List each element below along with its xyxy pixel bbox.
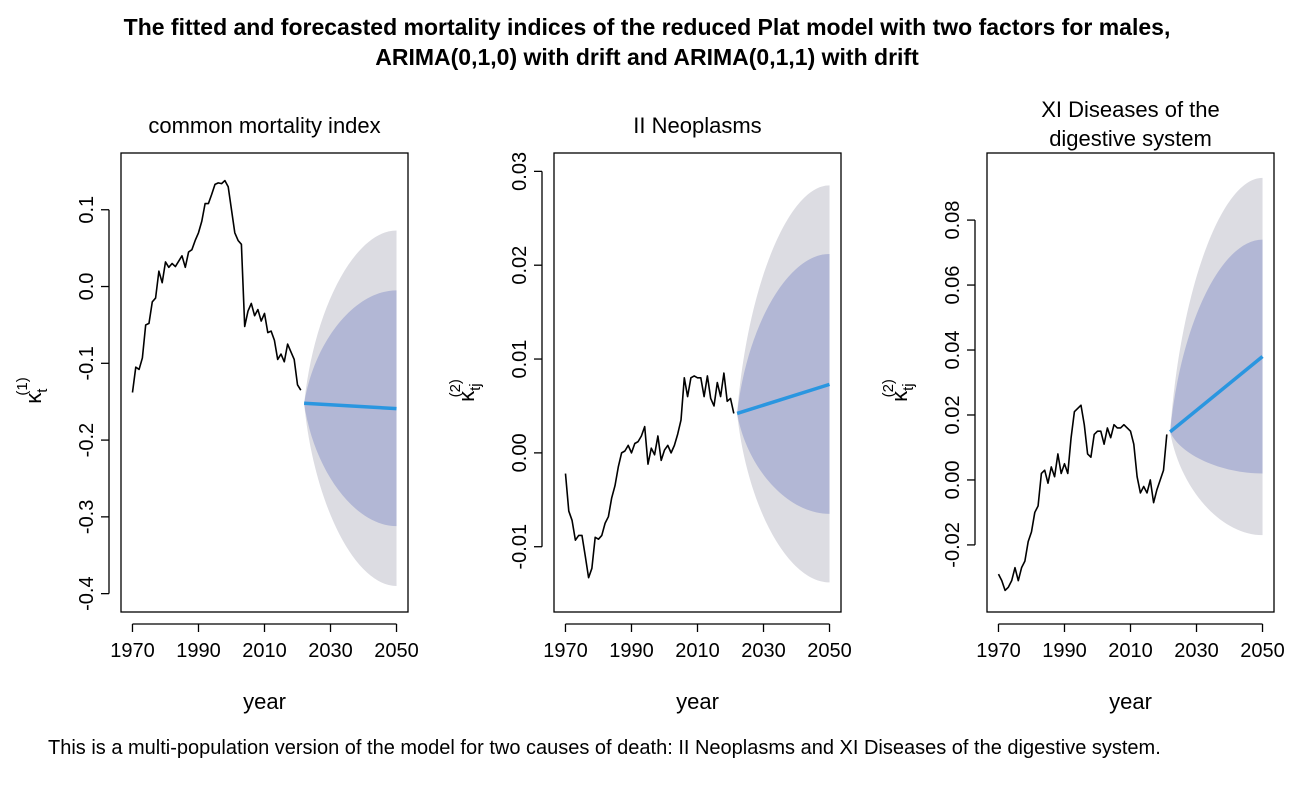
y-tick-label: 0.00: [509, 433, 531, 472]
plot-frame: [120, 152, 409, 613]
plot-frame: [553, 152, 842, 613]
fitted-series-line: [564, 372, 735, 579]
y-tick-label: 0.08: [942, 201, 964, 240]
y-tick-label: -0.4: [76, 576, 98, 610]
y-tick-label: -0.2: [76, 423, 98, 457]
y-axis-label-superscript: (1): [14, 377, 31, 395]
x-tick-label: 1990: [176, 640, 221, 662]
x-tick-label: 2030: [741, 640, 786, 662]
y-tick-label: 0.01: [509, 340, 531, 379]
fitted-series-line: [131, 179, 302, 393]
x-tick-label: 2030: [308, 640, 353, 662]
panel-title: common mortality index: [148, 113, 380, 138]
y-tick-label: 0.1: [76, 196, 98, 224]
y-tick-label: 0.06: [942, 266, 964, 305]
y-tick-label: 0.03: [509, 152, 531, 191]
x-tick-label: 2050: [374, 640, 419, 662]
panel-title: digestive system: [1049, 126, 1212, 151]
x-tick-label: 1970: [976, 640, 1021, 662]
figure: The fitted and forecasted mortality indi…: [14, 14, 1285, 714]
x-tick-label: 2010: [675, 640, 720, 662]
forecast-mean-line: [304, 401, 397, 411]
main-title-line-2: ARIMA(0,1,0) with drift and ARIMA(0,1,1)…: [375, 44, 919, 70]
y-tick-label: 0.02: [509, 246, 531, 285]
y-tick-label: 0.00: [942, 460, 964, 499]
x-tick-label: 1990: [1042, 640, 1087, 662]
forecast-band-80: [304, 290, 397, 527]
y-tick-label: -0.01: [509, 524, 531, 570]
x-axis-label: year: [243, 689, 286, 714]
y-axis-label-subscript: t: [34, 388, 51, 393]
x-tick-label: 1990: [609, 640, 654, 662]
x-tick-label: 2050: [807, 640, 852, 662]
x-tick-label: 1970: [543, 640, 588, 662]
x-tick-label: 2010: [1108, 640, 1153, 662]
y-tick-label: -0.3: [76, 500, 98, 534]
y-tick-label: 0.0: [76, 273, 98, 301]
y-axis-label: κtj(2): [880, 379, 917, 402]
caption: This is a multi-population version of th…: [48, 737, 1161, 759]
y-axis-label: κt(1): [14, 377, 51, 404]
y-axis-label-superscript: (2): [880, 379, 897, 397]
y-axis-label-subscript: tj: [467, 383, 484, 391]
y-tick-label: 0.04: [942, 331, 964, 370]
panel-title: XI Diseases of the: [1041, 97, 1220, 122]
panel-title: II Neoplasms: [633, 113, 761, 138]
x-tick-label: 2030: [1174, 640, 1219, 662]
x-axis-label: year: [676, 689, 719, 714]
forecast-band-80: [737, 253, 830, 514]
y-tick-label: -0.1: [76, 346, 98, 380]
x-tick-label: 2050: [1240, 640, 1285, 662]
forecast-mean-line: [736, 382, 831, 416]
y-axis-label-symbol: κ: [454, 390, 479, 402]
panel-ii-neoplasms: 1970 1990 2010 2030 2050 year -0.01 0.00 0.01 0.0…: [447, 113, 852, 714]
y-axis-label: κtj(2): [447, 379, 484, 402]
fitted-series-line: [997, 404, 1168, 592]
y-tick-label: -0.02: [942, 522, 964, 568]
y-tick-label: 0.02: [942, 396, 964, 435]
plot-frame: [986, 152, 1275, 613]
x-tick-label: 2010: [242, 640, 287, 662]
y-axis-label-superscript: (2): [447, 379, 464, 397]
y-axis-label-subscript: tj: [900, 383, 917, 391]
forecast-mean-line: [1168, 355, 1264, 434]
panel-common-mortality-index: 1970 1990 2010 2030 2050 year -0.4 -0.3 -0.2 -0.1…: [14, 113, 419, 714]
main-title-line-1: The fitted and forecasted mortality indi…: [124, 14, 1171, 40]
panel-xi-digestive-system: 1970 1990 2010 2030 2050 year -0.02 0.00 0.02 0.0…: [880, 97, 1285, 714]
x-tick-label: 1970: [110, 640, 155, 662]
x-axis-label: year: [1109, 689, 1152, 714]
forecast-band-80: [1170, 239, 1263, 474]
y-axis-label-symbol: κ: [21, 392, 46, 404]
y-axis-label-symbol: κ: [887, 390, 912, 402]
